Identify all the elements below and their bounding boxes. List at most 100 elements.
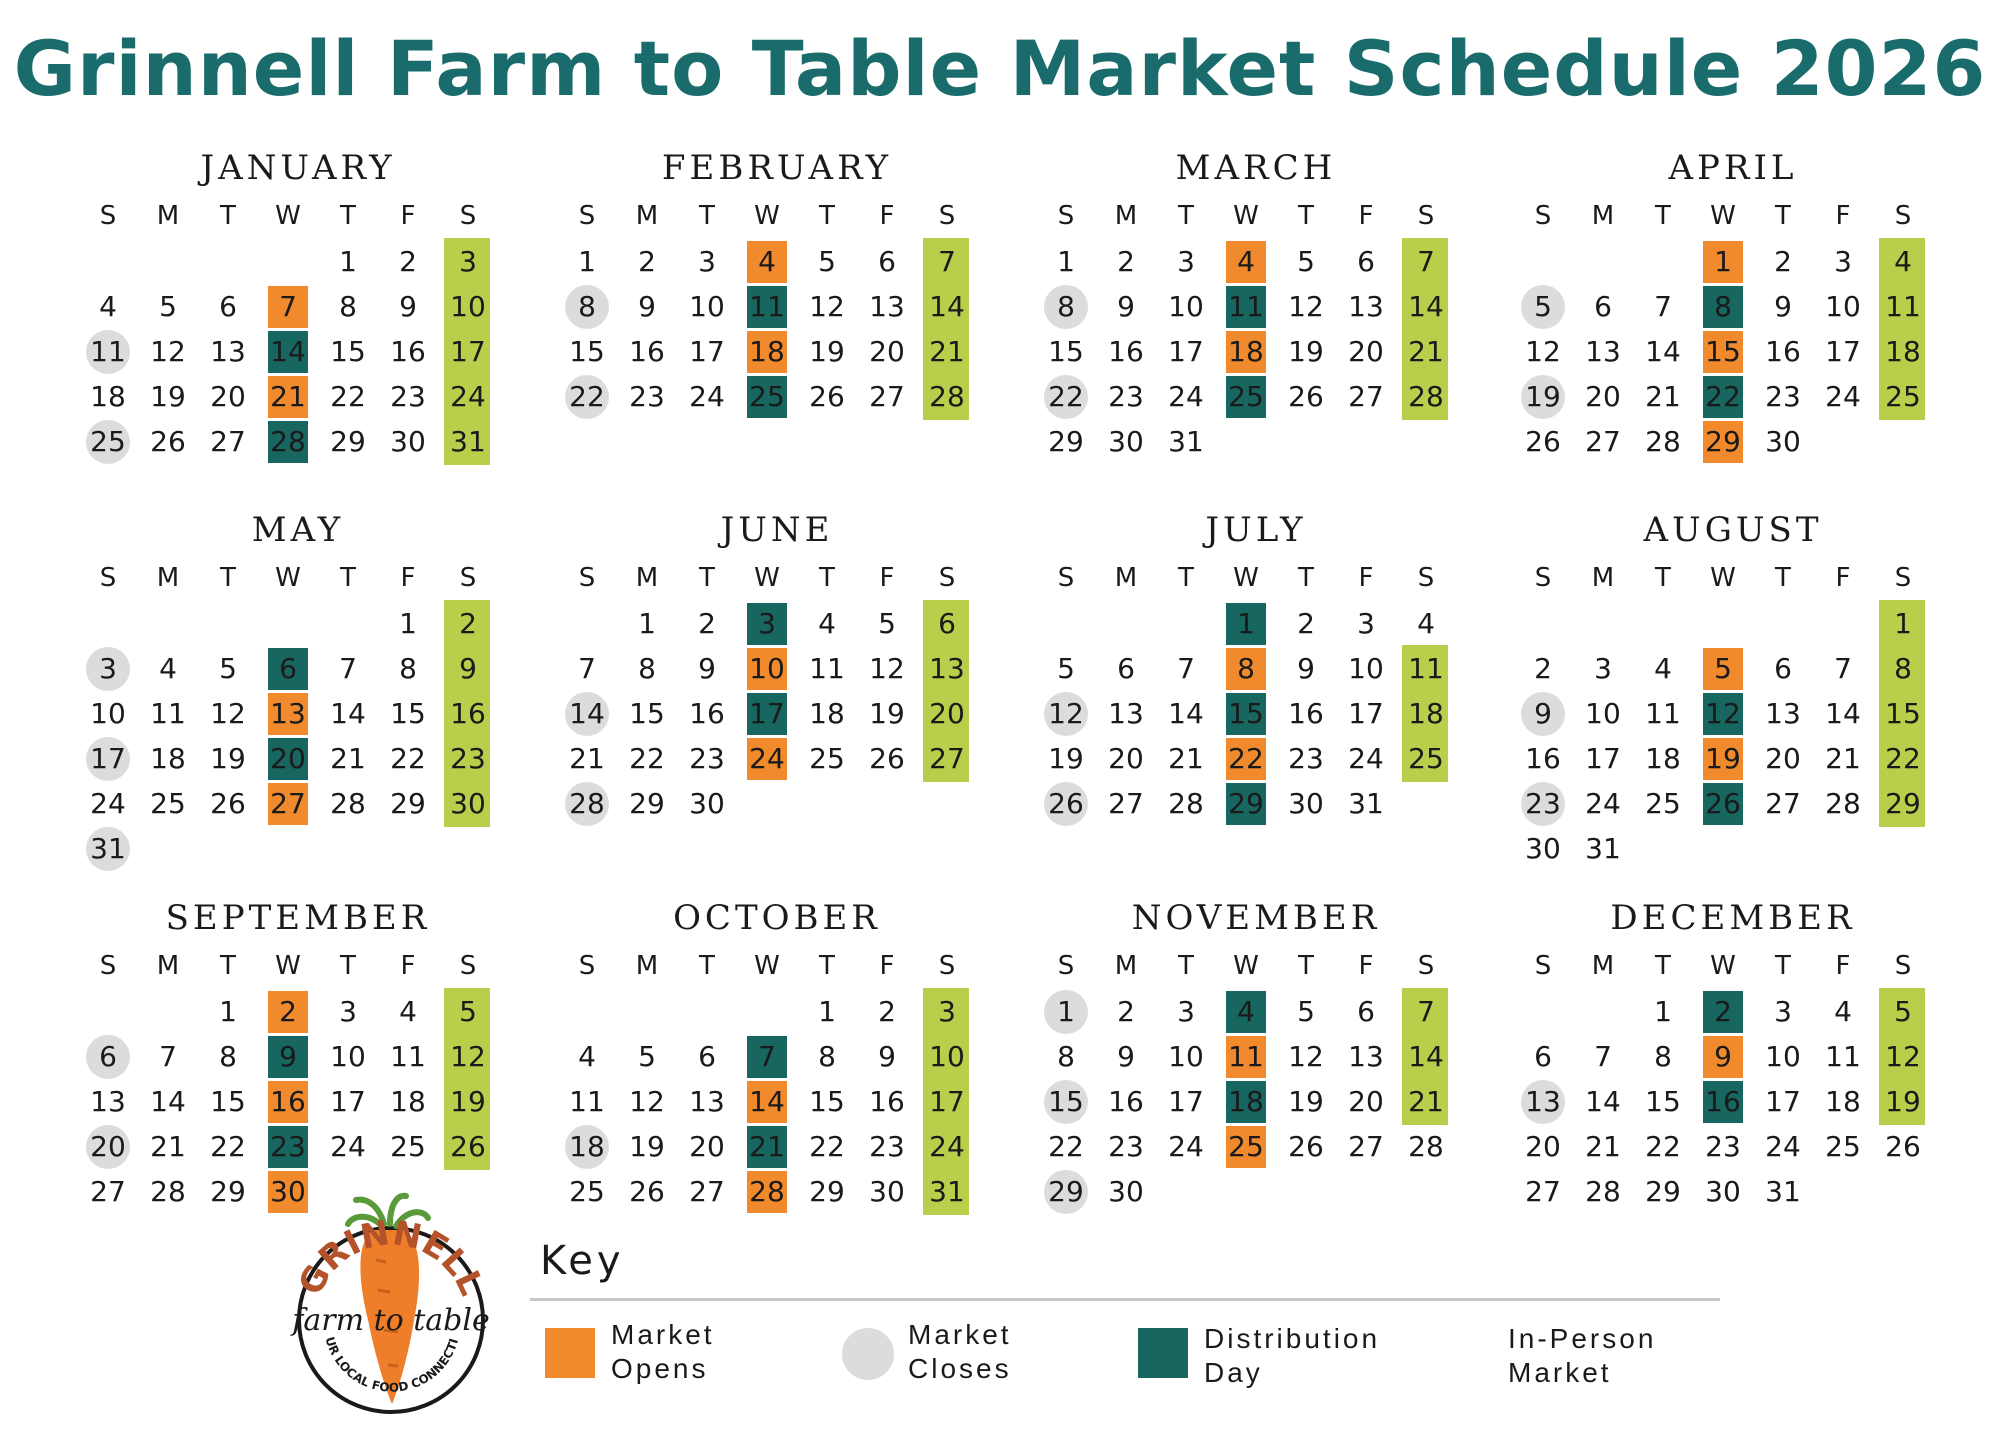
day-cell: 14: [1408, 1040, 1444, 1073]
weekday-header: S: [99, 563, 117, 593]
month-september: SEPTEMBER S M T W T F S 1 2 3 4 5 6 7 8 9 10 11 12 13 14 15 16 1…: [78, 898, 518, 1238]
day-cell: 23: [1108, 380, 1144, 413]
day-cell: 23: [390, 380, 426, 413]
day-cell-market-opens: 7: [258, 285, 318, 329]
day-cell: 29: [390, 787, 426, 820]
day-cell: 19: [150, 380, 186, 413]
weekday-header: W: [275, 951, 301, 981]
day-cell: 16: [450, 697, 486, 730]
day-cell: 10: [450, 290, 486, 323]
in-person-market-bar: [1879, 238, 1925, 420]
day-cell: 30: [1705, 1175, 1741, 1208]
day-cell: 30: [450, 787, 486, 820]
day-cell: 2: [1534, 652, 1552, 685]
weekday-header: T: [1178, 201, 1194, 231]
day-cell: 27: [1585, 425, 1621, 458]
weekday-header: W: [275, 201, 301, 231]
day-cell: 31: [450, 425, 486, 458]
day-cell: 20: [1348, 335, 1384, 368]
weekday-header: S: [1894, 563, 1912, 593]
day-cell: 31: [1348, 787, 1384, 820]
day-cell: 3: [1177, 995, 1195, 1028]
day-cell: 7: [938, 245, 956, 278]
day-cell: 6: [1357, 245, 1375, 278]
weekday-header: T: [819, 951, 835, 981]
day-cell: 22: [1645, 1130, 1681, 1163]
weekday-header: T: [819, 563, 835, 593]
day-cell: 2: [1774, 245, 1792, 278]
day-cell: 28: [150, 1175, 186, 1208]
day-cell-market-closes: 6: [78, 1035, 138, 1079]
month-june: JUNE S M T W T F S 1 2 3 4 5 6 7 8 9 10 11 12 13 14 15 16 17 18 19…: [557, 510, 997, 850]
day-cell: 26: [1288, 1130, 1324, 1163]
weekday-header: F: [879, 563, 895, 593]
day-cell: 4: [399, 995, 417, 1028]
day-cell: 19: [1885, 1085, 1921, 1118]
day-cell-market-closes: 15: [1036, 1080, 1096, 1124]
day-cell: 25: [390, 1130, 426, 1163]
day-cell: 6: [938, 607, 956, 640]
month-name: SEPTEMBER: [165, 898, 431, 938]
day-cell: 1: [818, 995, 836, 1028]
day-cell: 24: [450, 380, 486, 413]
month-name: FEBRUARY: [661, 148, 893, 188]
weekday-header: F: [879, 951, 895, 981]
weekday-header: S: [1417, 951, 1435, 981]
day-cell: 11: [809, 652, 845, 685]
day-cell: 17: [450, 335, 486, 368]
day-cell: 12: [1288, 290, 1324, 323]
weekday-header: W: [1233, 201, 1259, 231]
day-cell-market-closes: 29: [1036, 1170, 1096, 1214]
weekday-header: S: [578, 201, 596, 231]
weekday-header: S: [578, 951, 596, 981]
day-cell: 21: [330, 742, 366, 775]
day-cell: 3: [1594, 652, 1612, 685]
day-cell-market-opens: 11: [1216, 1035, 1276, 1079]
day-cell: 25: [150, 787, 186, 820]
day-cell: 29: [330, 425, 366, 458]
day-cell-distribution-day: 9: [258, 1035, 318, 1079]
day-cell-market-closes: 26: [1036, 782, 1096, 826]
day-cell: 3: [459, 245, 477, 278]
weekday-header: F: [400, 951, 416, 981]
key-label-market-opens: Market Opens: [611, 1319, 715, 1384]
day-cell: 20: [210, 380, 246, 413]
day-cell-market-opens: 28: [737, 1170, 797, 1214]
day-cell: 30: [1288, 787, 1324, 820]
day-cell: 16: [689, 697, 725, 730]
day-cell-distribution-day: 22: [1693, 375, 1753, 419]
weekday-header: T: [1655, 563, 1671, 593]
day-cell-distribution-day: 1: [1216, 602, 1276, 646]
weekday-header: F: [1835, 951, 1851, 981]
day-cell: 21: [929, 335, 965, 368]
day-cell: 16: [1765, 335, 1801, 368]
weekday-header: T: [1178, 563, 1194, 593]
weekday-header: M: [635, 951, 659, 981]
day-cell: 30: [1765, 425, 1801, 458]
day-cell: 15: [569, 335, 605, 368]
day-cell: 11: [1825, 1040, 1861, 1073]
day-cell: 12: [1885, 1040, 1921, 1073]
day-cell: 10: [1825, 290, 1861, 323]
day-cell: 30: [1108, 425, 1144, 458]
weekday-header: M: [1591, 563, 1615, 593]
day-cell-market-closes: 8: [1036, 285, 1096, 329]
day-cell-distribution-day: 15: [1216, 692, 1276, 736]
day-cell: 21: [1825, 742, 1861, 775]
day-cell-market-closes: 17: [78, 737, 138, 781]
day-cell: 9: [878, 1040, 896, 1073]
day-cell: 4: [159, 652, 177, 685]
key-label-distribution-day: Distribution Day: [1204, 1323, 1381, 1388]
day-cell: 13: [90, 1085, 126, 1118]
weekday-header: T: [1655, 201, 1671, 231]
weekday-header: M: [1114, 563, 1138, 593]
day-cell: 3: [938, 995, 956, 1028]
in-person-market-bar: [1402, 238, 1448, 420]
day-cell: 4: [1654, 652, 1672, 685]
weekday-header: W: [1710, 951, 1736, 981]
day-cell: 3: [339, 995, 357, 1028]
day-cell: 26: [629, 1175, 665, 1208]
weekday-header: M: [1114, 201, 1138, 231]
day-cell: 8: [1894, 652, 1912, 685]
day-cell: 9: [638, 290, 656, 323]
